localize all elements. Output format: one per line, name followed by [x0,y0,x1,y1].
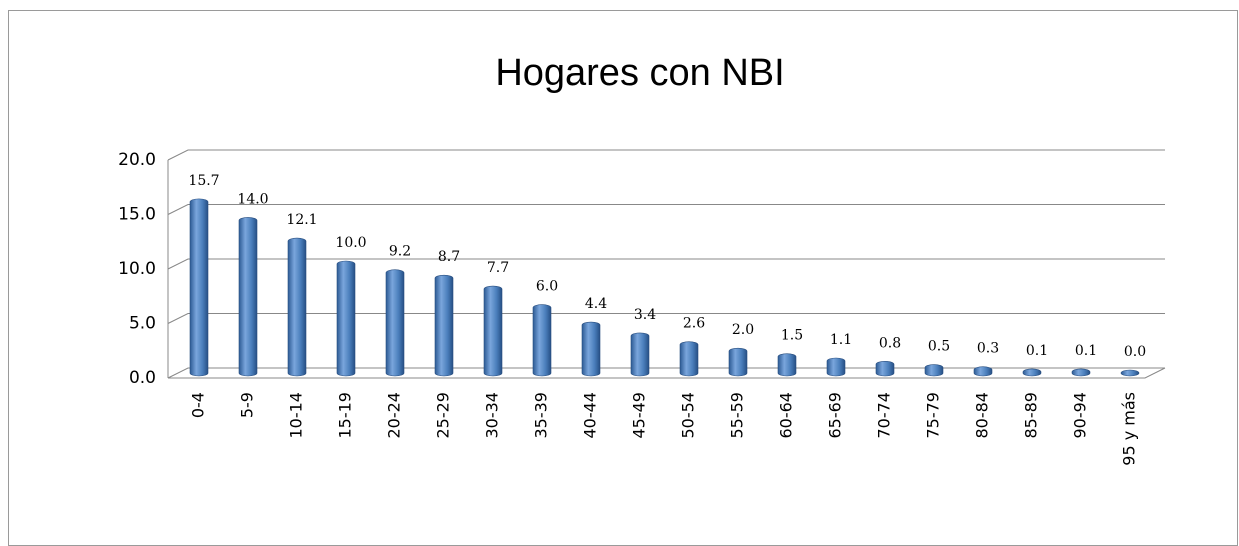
data-label: 8.7 [438,249,460,265]
bar [777,353,797,377]
x-tick-label: 85-89 [1022,392,1041,439]
x-tick-label: 70-74 [875,392,894,439]
grid-line [167,204,1165,215]
x-tick-label: 10-14 [287,392,306,439]
data-label: 0.8 [879,335,901,351]
x-tick-label: 80-84 [973,392,992,439]
y-tick-label: 10.0 [118,259,156,279]
data-label: 10.0 [335,235,366,251]
y-tick-label: 5.0 [129,314,156,334]
grid-line [167,258,1165,270]
bar [581,321,601,377]
data-label: 0.5 [928,339,950,355]
x-tick-label: 15-19 [336,392,355,439]
y-tick-label: 0.0 [129,368,156,388]
x-tick-label: 50-54 [679,392,698,439]
bar [973,366,993,377]
data-label: 14.0 [237,191,268,207]
x-tick-label: 30-34 [483,392,502,439]
data-label: 0.0 [1124,344,1146,360]
y-tick-label: 15.0 [118,205,156,225]
bar [434,274,454,377]
bar [826,357,846,377]
bar [238,217,258,377]
floor-edge [168,367,1166,379]
data-label: 9.2 [389,244,411,260]
x-tick-label: 90-94 [1071,392,1090,439]
bar [728,347,748,377]
data-label: 7.7 [487,260,509,276]
data-label: 1.5 [781,328,803,344]
data-label: 0.1 [1026,343,1048,359]
bar [532,304,552,377]
bar [385,269,405,377]
bar [875,360,895,377]
bar [1022,368,1042,377]
data-label: 15.7 [188,173,219,189]
x-tick-label: 55-59 [728,392,747,439]
bar [483,285,503,377]
bar [679,341,699,377]
x-tick-label: 20-24 [385,392,404,439]
bar [1071,368,1091,377]
data-label: 3.4 [634,307,656,323]
x-tick-label: 35-39 [532,392,551,439]
x-tick-label: 95 y más [1120,392,1139,466]
bar [336,260,356,377]
x-tick-label: 65-69 [826,392,845,439]
x-tick-label: 0-4 [189,392,208,418]
grid-line [167,149,1165,161]
bar [924,364,944,377]
data-label: 2.6 [683,316,705,332]
bar [189,198,209,377]
bar [630,332,650,377]
x-tick-label: 60-64 [777,392,796,439]
grid-line [167,313,1165,324]
x-tick-label: 40-44 [581,392,600,439]
data-label: 2.0 [732,322,754,338]
chart-frame [8,10,1238,546]
data-label: 6.0 [536,279,558,295]
bar [1120,369,1140,377]
x-tick-label: 45-49 [630,392,649,439]
data-label: 12.1 [286,212,317,228]
x-tick-label: 25-29 [434,392,453,439]
data-label: 4.4 [585,296,607,312]
chart-title: Hogares con NBI [495,52,784,94]
x-tick-label: 75-79 [924,392,943,439]
data-label: 0.1 [1075,343,1097,359]
x-tick-label: 5-9 [238,392,257,418]
data-label: 1.1 [830,332,852,348]
y-tick-label: 20.0 [118,150,156,170]
bar [287,237,307,377]
data-label: 0.3 [977,341,999,357]
